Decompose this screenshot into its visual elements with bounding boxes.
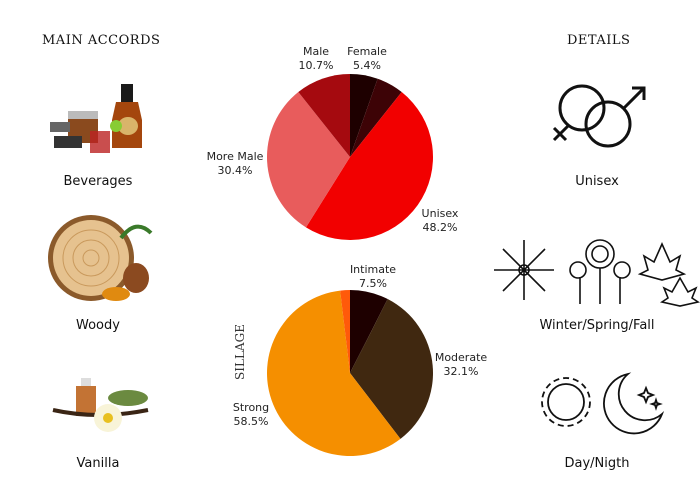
details-heading: DETAILS: [567, 33, 631, 48]
pie-label-more-male: More Male 30.4%: [207, 150, 264, 178]
pie-slice-more-female: [350, 78, 402, 157]
pie-slice-enormous: [340, 290, 350, 373]
pie-label-strong: Strong 58.5%: [233, 401, 269, 429]
slice-percent: 5.4%: [353, 59, 381, 72]
slice-percent: 30.4%: [217, 164, 253, 177]
detail-label: Day/Nigth: [564, 456, 630, 471]
pie-label-male: Male 10.7%: [299, 45, 334, 73]
detail-label: Unisex: [575, 174, 619, 189]
pie-label-female: Female 5.4%: [347, 45, 387, 73]
accord-label: Vanilla: [76, 456, 120, 471]
slice-percent: 48.2%: [422, 221, 458, 234]
slice-label: Male: [302, 45, 330, 58]
sillage-title: SILLAGE: [232, 324, 247, 380]
seasons-icon: [492, 232, 700, 307]
slice-percent: 10.7%: [298, 59, 334, 72]
pie-slice-intimate: [350, 290, 388, 373]
slice-percent: 32.1%: [443, 365, 479, 378]
pie-slice-moderate: [350, 299, 433, 439]
wood-log-image: [46, 208, 156, 306]
pie-slice-male: [298, 74, 350, 157]
slice-percent: 58.5%: [233, 415, 269, 428]
accord-label: Beverages: [63, 174, 133, 189]
slice-percent: 7.5%: [359, 277, 387, 290]
pie-slice-female: [350, 74, 378, 157]
slice-label: Moderate: [434, 351, 488, 364]
pie-label-moderate: Moderate 32.1%: [435, 351, 487, 379]
slice-label: Intimate: [349, 263, 397, 276]
slice-label: Female: [347, 45, 387, 58]
slice-label: Unisex: [421, 207, 459, 220]
pie-slice-unisex: [305, 92, 433, 241]
beverages-image: [48, 66, 148, 161]
vanilla-flower-image: [48, 352, 153, 444]
accord-label: Woody: [76, 318, 120, 333]
slice-label: More Male: [206, 150, 264, 163]
main-accords-heading: MAIN ACCORDS: [42, 33, 161, 48]
detail-label: Winter/Spring/Fall: [539, 318, 655, 333]
gender-symbols-icon: [550, 78, 650, 158]
sun-moon-icon: [530, 368, 670, 438]
pie-slice-strong: [267, 290, 401, 456]
pie-label-unisex: Unisex 48.2%: [422, 207, 459, 235]
pie-label-intimate: Intimate 7.5%: [350, 263, 396, 291]
pie-slice-more-male: [267, 92, 350, 228]
slice-label: Strong: [232, 401, 270, 414]
